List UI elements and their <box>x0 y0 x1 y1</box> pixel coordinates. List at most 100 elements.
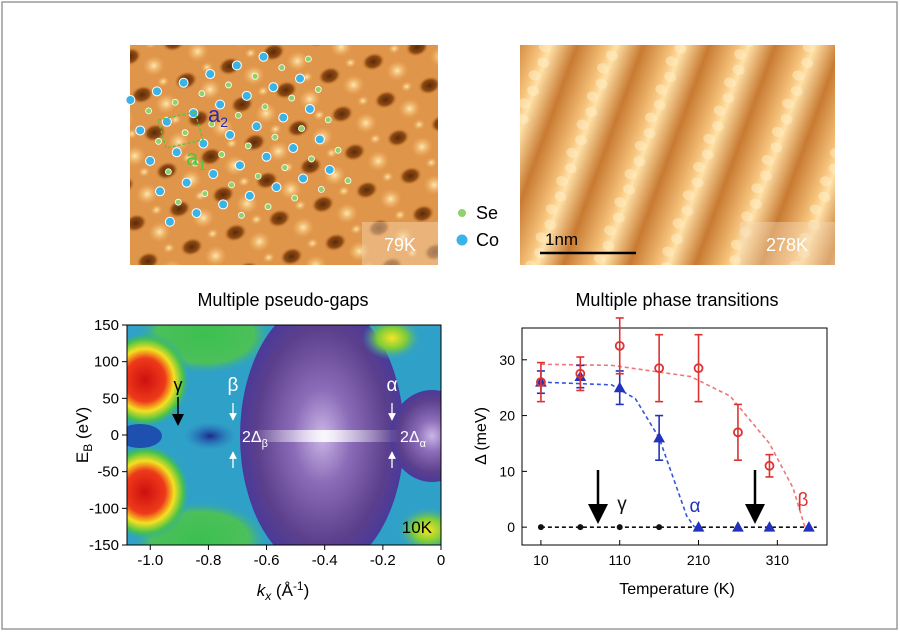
se-atom <box>201 190 209 197</box>
co-atom <box>288 143 299 154</box>
x-tick-label: 0 <box>437 552 445 569</box>
lattice-vector-base: a <box>208 102 221 127</box>
series-label: γ <box>617 494 627 515</box>
x-tick-label: 310 <box>766 552 790 568</box>
se-atom <box>171 98 179 106</box>
error-bar <box>694 333 703 403</box>
se-atom <box>164 168 172 176</box>
se-atom <box>145 107 153 115</box>
y-axis-label-part: B <box>81 444 95 452</box>
gap-label-sub: β <box>262 438 268 450</box>
temperature-label: 10K <box>402 518 433 537</box>
se-atom <box>271 133 279 141</box>
y-tick-label: 0 <box>507 519 515 535</box>
se-atom <box>281 164 289 171</box>
co-atom <box>314 134 325 145</box>
data-point <box>803 521 815 532</box>
gap-label-sub: α <box>420 438 427 450</box>
co-atom <box>125 95 136 106</box>
series-label: α <box>690 496 701 517</box>
lattice-vector-base: a <box>186 145 199 170</box>
y-tick-label: 150 <box>94 317 119 334</box>
co-atom <box>251 121 262 132</box>
x-axis-label-part: ) <box>304 581 310 600</box>
co-atom <box>171 147 182 158</box>
error-bar <box>536 361 545 403</box>
gap-label-base: 2Δ <box>400 429 420 446</box>
x-axis-label-part: -1 <box>293 579 304 593</box>
data-point <box>654 363 665 374</box>
temperature-label: 79K <box>384 235 416 255</box>
legend-marker <box>457 208 467 218</box>
co-atom <box>191 208 202 219</box>
band-label: α <box>387 375 398 396</box>
chart-title: Multiple pseudo-gaps <box>197 290 368 310</box>
fit-curve <box>540 363 806 528</box>
gap-label: 2Δβ <box>242 429 268 450</box>
x-axis-label-part: (Å <box>271 581 293 600</box>
co-atom <box>208 169 219 180</box>
se-atom <box>288 94 296 102</box>
co-atom <box>218 199 229 210</box>
y-tick-label: 10 <box>499 463 515 479</box>
error-bar <box>615 317 624 375</box>
y-axis-label-part: (eV) <box>73 407 92 444</box>
lattice-vector-sub: 1 <box>198 157 206 173</box>
se-atom <box>264 203 272 211</box>
series-label: β <box>798 490 809 511</box>
x-tick-label: -0.8 <box>195 552 221 569</box>
co-atom <box>268 82 279 93</box>
y-tick-label: 30 <box>499 352 515 368</box>
lattice-vector: a2 <box>208 102 228 130</box>
data-point <box>616 524 623 531</box>
co-atom <box>304 103 315 114</box>
co-atom <box>231 60 242 71</box>
error-bar <box>733 403 742 462</box>
se-atom <box>238 211 245 219</box>
legend-label: Co <box>476 230 499 250</box>
se-atom <box>261 103 269 111</box>
band-label: γ <box>174 375 183 395</box>
chart-title: Multiple phase transitions <box>575 290 778 310</box>
data-point <box>733 427 743 438</box>
y-tick-label: 20 <box>499 408 515 424</box>
pointer-arrows <box>588 470 765 524</box>
temperature-label: 278K <box>766 235 808 255</box>
se-atom <box>191 159 199 167</box>
co-atom <box>151 86 162 97</box>
x-axis-label: Temperature (K) <box>619 581 735 598</box>
scale-bar-label: 1nm <box>545 230 578 249</box>
co-atom <box>241 90 252 101</box>
y-axis-label: Δ (meV) <box>473 407 490 465</box>
co-atom <box>164 216 175 227</box>
data-point <box>614 340 625 351</box>
lattice-vector-sub: 2 <box>220 114 228 130</box>
legend: Se Co <box>455 203 499 250</box>
data-point <box>693 363 704 374</box>
se-atom <box>291 194 299 202</box>
arpes-image <box>127 325 441 545</box>
x-axis-label-part: x <box>264 589 272 603</box>
x-tick-label: -0.2 <box>370 552 396 569</box>
se-atom <box>198 90 206 97</box>
se-atom <box>174 198 182 206</box>
data-point <box>764 460 775 471</box>
co-atom <box>298 173 309 184</box>
plot-frame <box>521 327 828 546</box>
co-atom <box>161 116 172 127</box>
x-tick-label: -0.4 <box>312 552 338 569</box>
gap-label-base: 2Δ <box>242 429 262 446</box>
data-point <box>537 524 544 531</box>
lattice-vector: a1 <box>186 145 206 173</box>
se-atom <box>308 155 315 163</box>
co-atom <box>261 151 272 162</box>
legend-label: Se <box>476 203 498 223</box>
y-tick-label: -100 <box>89 500 119 517</box>
y-tick-label: -150 <box>89 537 119 554</box>
x-tick-label: -1.0 <box>137 552 163 569</box>
co-atom <box>155 186 166 197</box>
co-atom <box>324 164 335 175</box>
x-axis-label: kx (Å-1) <box>257 579 310 603</box>
se-atom <box>344 177 352 185</box>
